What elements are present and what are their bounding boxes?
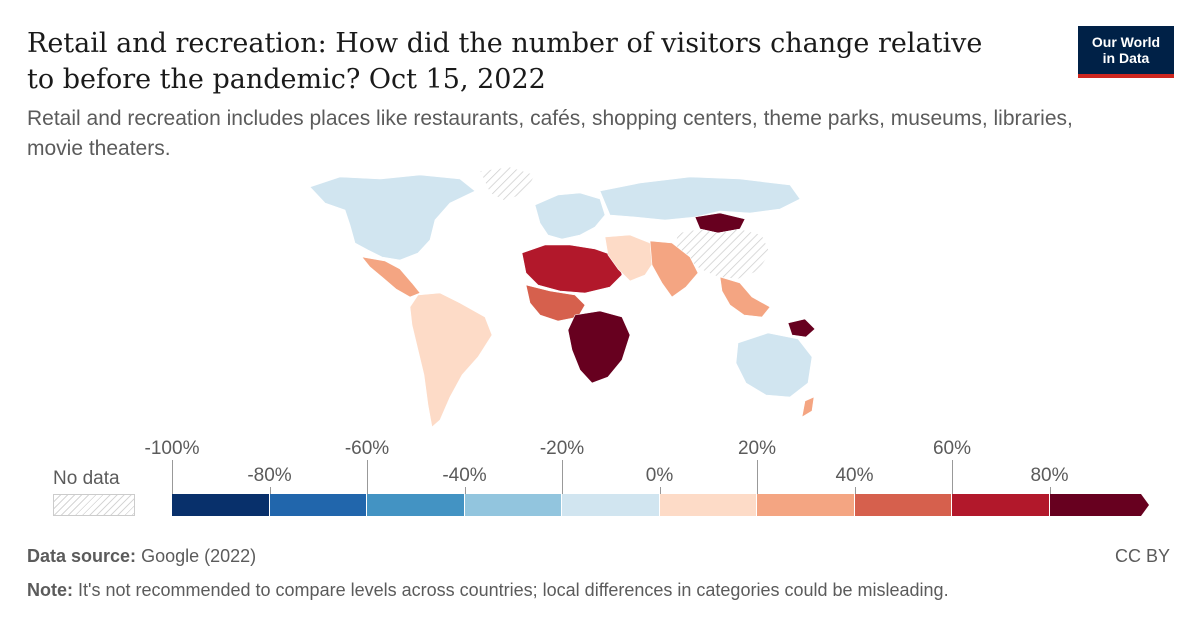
- region-central-america[interactable]: [361, 256, 421, 298]
- region-australia[interactable]: [735, 332, 813, 398]
- legend-bin[interactable]: [562, 494, 659, 516]
- region-greenland[interactable]: [479, 166, 536, 202]
- note-text: It's not recommended to compare levels a…: [78, 580, 949, 600]
- legend-tick-line: [562, 460, 563, 494]
- legend-bin[interactable]: [172, 494, 269, 516]
- legend-bin[interactable]: [854, 494, 951, 516]
- legend-bin[interactable]: [1049, 494, 1141, 516]
- chart-title: Retail and recreation: How did the numbe…: [27, 28, 983, 95]
- region-southern-africa[interactable]: [567, 310, 631, 384]
- data-source: Data source: Google (2022): [27, 546, 256, 567]
- chart-subtitle: Retail and recreation includes places li…: [27, 107, 1073, 160]
- legend-arrow: [1141, 494, 1149, 516]
- legend-tick-label: -80%: [247, 465, 292, 486]
- legend-tick-label: -60%: [344, 438, 390, 459]
- logo-line-1: Our World: [1091, 34, 1161, 50]
- legend-bin[interactable]: [757, 494, 854, 516]
- legend-tick-label: -40%: [442, 465, 487, 486]
- legend-tick-line: [854, 487, 856, 494]
- legend-tick-line: [464, 487, 466, 494]
- data-source-text[interactable]: Google (2022): [141, 546, 257, 566]
- region-north-africa[interactable]: [521, 244, 623, 294]
- license-link[interactable]: CC BY: [1114, 546, 1170, 566]
- legend-tick-label: 80%: [1030, 465, 1069, 486]
- region-southeast-asia[interactable]: [719, 276, 771, 318]
- legend-tick-line: [269, 487, 271, 494]
- legend-tick-label: 0%: [645, 465, 674, 486]
- legend-tick-label: 40%: [835, 465, 874, 486]
- legend-tick-line: [172, 460, 173, 494]
- legend-bin[interactable]: [659, 494, 756, 516]
- legend-tick-label: -20%: [539, 438, 585, 459]
- region-middle-east[interactable]: [604, 234, 656, 282]
- legend-bin[interactable]: [952, 494, 1049, 516]
- region-europe[interactable]: [534, 192, 606, 240]
- legend-no-data-label: No data: [53, 468, 120, 489]
- owid-logo[interactable]: Our World in Data: [1078, 26, 1174, 78]
- legend-tick-line: [757, 460, 758, 494]
- legend-tick-label: -100%: [144, 438, 200, 459]
- legend-bin[interactable]: [367, 494, 464, 516]
- region-south-america[interactable]: [409, 292, 493, 428]
- legend-tick-label: 60%: [932, 438, 972, 459]
- region-new-zealand[interactable]: [801, 396, 815, 418]
- note-label: Note:: [27, 580, 73, 600]
- region-russia[interactable]: [599, 176, 801, 221]
- region-papua-new-guinea[interactable]: [787, 318, 816, 338]
- legend-no-data-swatch: [53, 494, 135, 516]
- logo-line-2: in Data: [1102, 50, 1150, 66]
- legend-tick-line: [1049, 487, 1051, 494]
- region-north-america[interactable]: [309, 174, 476, 261]
- legend-tick-line: [367, 460, 368, 494]
- legend-bin[interactable]: [464, 494, 561, 516]
- region-south-asia[interactable]: [649, 240, 699, 298]
- legend-bin[interactable]: [269, 494, 366, 516]
- legend-tick-line: [659, 487, 661, 494]
- legend-tick-label: 20%: [737, 438, 777, 459]
- chart-note: Note: It's not recommended to compare le…: [27, 580, 949, 601]
- legend-tick-line: [952, 460, 953, 494]
- data-source-label: Data source:: [27, 546, 137, 566]
- world-map[interactable]: [300, 165, 820, 435]
